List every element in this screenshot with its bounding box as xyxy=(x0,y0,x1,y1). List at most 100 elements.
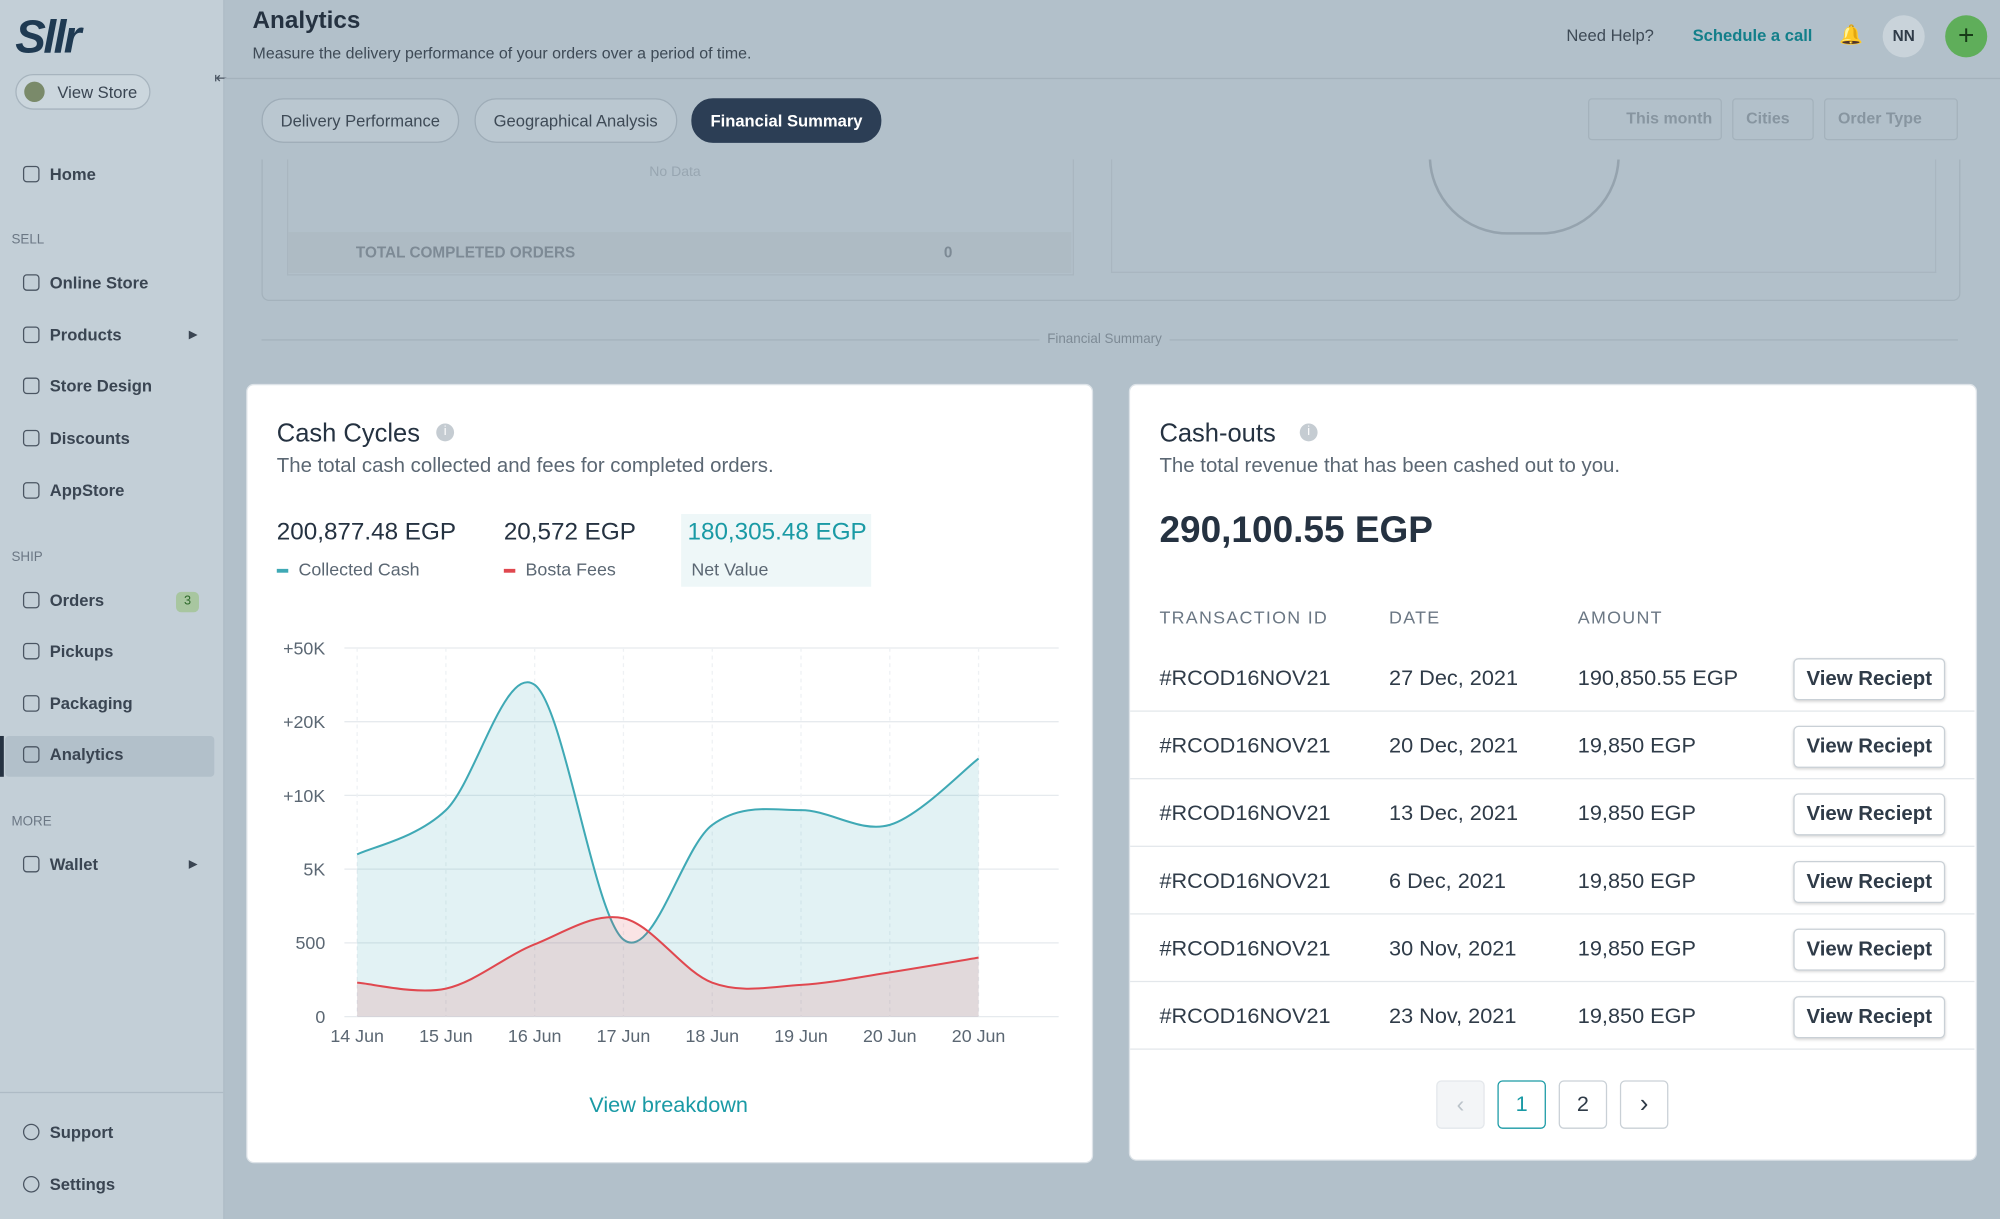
row-divider xyxy=(1130,710,1975,712)
x-tick-label: 17 Jun xyxy=(597,1026,651,1046)
legend-label: Collected Cash xyxy=(298,558,420,580)
cell: 19,850 EGP xyxy=(1577,868,1696,893)
filter[interactable]: Order Type xyxy=(1823,98,1958,141)
tab[interactable]: Financial Summary xyxy=(691,98,882,143)
nav-icon xyxy=(22,1123,40,1141)
card-title: Cash-outs xyxy=(1159,419,1276,448)
page-button[interactable]: 2 xyxy=(1558,1080,1608,1129)
card-subtitle: The total cash collected and fees for co… xyxy=(276,455,774,478)
nav-item[interactable]: Analytics xyxy=(22,744,124,765)
x-tick-label: 15 Jun xyxy=(419,1026,473,1046)
total: 290,100.55 EGP xyxy=(1159,510,1433,552)
info-icon[interactable]: i xyxy=(1299,423,1318,442)
page-next[interactable]: › xyxy=(1619,1080,1669,1129)
bell[interactable]: 🔔 xyxy=(1839,24,1864,46)
view-receipt[interactable]: View Reciept xyxy=(1793,725,1946,768)
collapse[interactable]: ⇤ xyxy=(214,68,228,87)
bg-row xyxy=(288,232,1072,273)
view-breakdown[interactable]: View breakdown xyxy=(589,1093,749,1118)
column-header: AMOUNT xyxy=(1577,607,1663,628)
y-tick-label: 0 xyxy=(315,1007,325,1027)
cell: 30 Nov, 2021 xyxy=(1389,936,1517,961)
page-button[interactable]: 1 xyxy=(1497,1080,1546,1129)
filter[interactable]: This month xyxy=(1588,98,1722,141)
cell: 13 Dec, 2021 xyxy=(1389,801,1519,826)
net-highlight xyxy=(681,514,872,587)
nav-item[interactable]: Support xyxy=(22,1122,113,1142)
nav-label: Wallet xyxy=(49,854,98,874)
y-tick-label: 5K xyxy=(303,860,325,880)
view-receipt[interactable]: View Reciept xyxy=(1793,793,1946,836)
cell: #RCOD16NOV21 xyxy=(1159,1003,1331,1029)
schedule-call[interactable]: Schedule a call xyxy=(1692,25,1813,45)
nav-icon xyxy=(22,274,40,291)
view-receipt[interactable]: View Reciept xyxy=(1793,996,1946,1039)
nav-item[interactable]: Settings xyxy=(22,1175,115,1194)
nav-item[interactable]: Orders xyxy=(22,591,104,610)
add-button[interactable]: + xyxy=(1945,15,1988,58)
store-avatar xyxy=(24,81,45,103)
title: Analytics xyxy=(252,7,361,35)
column-header: DATE xyxy=(1389,607,1441,628)
legend-entry: Bosta Fees xyxy=(503,558,616,580)
nav-icon xyxy=(22,642,40,660)
nav-label: Analytics xyxy=(49,744,124,765)
card-title: Cash Cycles xyxy=(276,419,420,448)
x-tick-label: 18 Jun xyxy=(685,1026,739,1046)
legend-label: Bosta Fees xyxy=(525,558,616,580)
nav-item[interactable]: Store Design xyxy=(22,376,153,396)
nav-icon xyxy=(22,165,40,183)
cell: 19,850 EGP xyxy=(1577,733,1696,758)
cell: 20 Dec, 2021 xyxy=(1389,733,1519,758)
cell: 19,850 EGP xyxy=(1577,1003,1696,1029)
net-label: Net Value xyxy=(691,558,769,580)
cell: #RCOD16NOV21 xyxy=(1159,801,1331,826)
nav-item[interactable]: Online Store xyxy=(22,272,149,293)
filter[interactable]: Cities xyxy=(1732,98,1814,141)
total-value: 0 xyxy=(943,243,953,262)
info-icon[interactable]: i xyxy=(436,423,455,442)
divider xyxy=(0,1091,224,1094)
nav-item[interactable]: Pickups xyxy=(22,642,113,661)
tab[interactable]: Geographical Analysis xyxy=(474,98,677,143)
view-receipt[interactable]: View Reciept xyxy=(1793,928,1946,971)
nav-item[interactable]: Wallet xyxy=(22,854,98,874)
nav-label: Packaging xyxy=(49,693,133,714)
cash-outs-card xyxy=(1128,383,1978,1161)
row-divider xyxy=(1130,778,1975,780)
cell: #RCOD16NOV21 xyxy=(1159,868,1331,893)
view-receipt[interactable]: View Reciept xyxy=(1793,860,1946,904)
page-prev[interactable]: ‹ xyxy=(1436,1080,1485,1129)
cell: #RCOD16NOV21 xyxy=(1159,936,1331,961)
nav-icon xyxy=(22,377,40,395)
nav-label: Online Store xyxy=(49,272,149,293)
nav-icon xyxy=(22,429,40,447)
row-divider xyxy=(1130,913,1975,915)
view-receipt[interactable]: View Reciept xyxy=(1793,658,1946,701)
legend-entry: Collected Cash xyxy=(276,558,420,580)
nav-item[interactable]: Home xyxy=(22,165,96,184)
nav-icon xyxy=(22,1176,40,1193)
area xyxy=(357,917,979,1017)
cell: #RCOD16NOV21 xyxy=(1159,665,1331,691)
cash-cycles-card xyxy=(246,383,1094,1164)
nav-item[interactable]: AppStore xyxy=(22,480,125,500)
nav-item[interactable]: Products xyxy=(22,325,122,345)
nav-item[interactable]: Packaging xyxy=(22,693,133,714)
avatar[interactable]: NN xyxy=(1882,15,1925,58)
section-title: SHIP xyxy=(11,549,43,566)
nav-label: Store Design xyxy=(49,376,153,396)
tab[interactable]: Delivery Performance xyxy=(261,98,460,143)
section-title: MORE xyxy=(11,813,52,830)
bg-chart xyxy=(1110,159,1937,273)
row-divider xyxy=(1130,1048,1975,1050)
active-marker xyxy=(0,735,4,777)
stat-value: 180,305.48 EGP xyxy=(687,519,867,546)
cell: 19,850 EGP xyxy=(1577,801,1696,826)
line xyxy=(356,681,980,944)
nav-label: AppStore xyxy=(49,480,125,500)
nav-item[interactable]: Discounts xyxy=(22,429,130,448)
nav-label: Products xyxy=(49,325,122,345)
